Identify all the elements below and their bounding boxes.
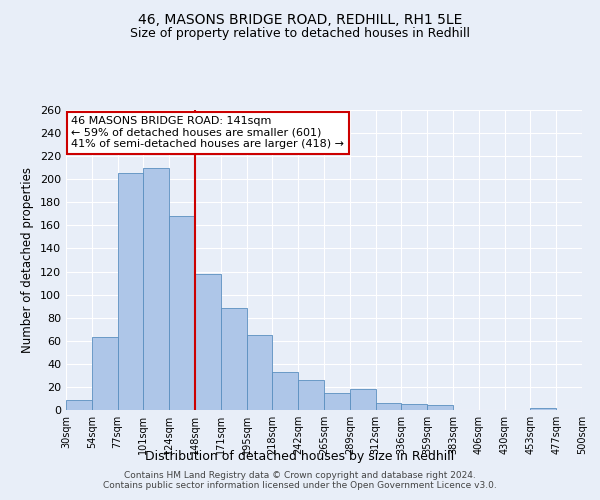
Bar: [221, 308, 247, 410]
Bar: [195, 274, 221, 410]
Bar: [272, 372, 298, 410]
Text: Contains HM Land Registry data © Crown copyright and database right 2024.
Contai: Contains HM Land Registry data © Crown c…: [103, 470, 497, 490]
Bar: [118, 174, 143, 410]
Bar: [92, 338, 118, 410]
Bar: [324, 392, 350, 410]
Text: Distribution of detached houses by size in Redhill: Distribution of detached houses by size …: [145, 450, 455, 463]
Bar: [427, 406, 453, 410]
Text: 46 MASONS BRIDGE ROAD: 141sqm
← 59% of detached houses are smaller (601)
41% of : 46 MASONS BRIDGE ROAD: 141sqm ← 59% of d…: [71, 116, 344, 149]
Bar: [401, 404, 427, 410]
Text: Size of property relative to detached houses in Redhill: Size of property relative to detached ho…: [130, 28, 470, 40]
Bar: [376, 403, 401, 410]
Bar: [66, 400, 92, 410]
Bar: [247, 335, 272, 410]
Text: 46, MASONS BRIDGE ROAD, REDHILL, RH1 5LE: 46, MASONS BRIDGE ROAD, REDHILL, RH1 5LE: [138, 12, 462, 26]
Bar: [350, 389, 376, 410]
Bar: [143, 168, 169, 410]
Bar: [169, 216, 195, 410]
Bar: [530, 408, 556, 410]
Bar: [298, 380, 324, 410]
Y-axis label: Number of detached properties: Number of detached properties: [22, 167, 34, 353]
